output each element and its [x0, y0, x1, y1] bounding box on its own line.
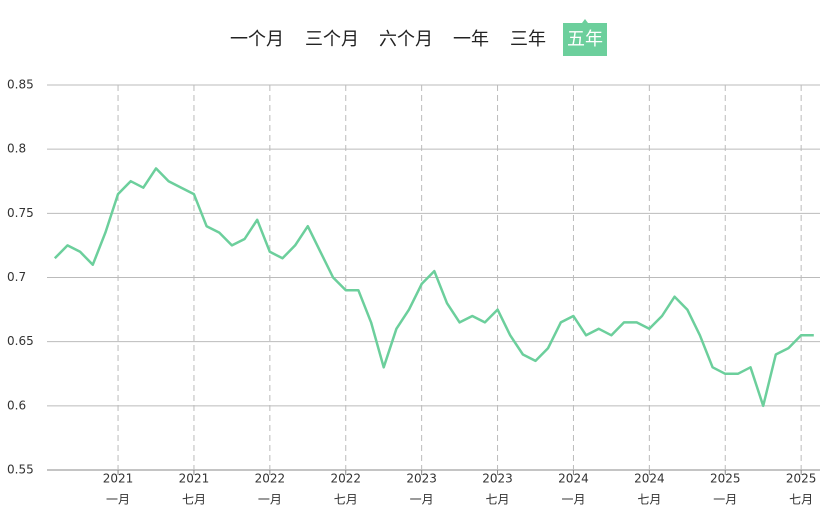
tab-pointer — [582, 19, 588, 23]
x-tick-label: 七月 — [334, 493, 358, 507]
range-tab[interactable]: 三个月 — [305, 29, 359, 50]
x-tick-label: 一月 — [561, 493, 585, 507]
x-tick-label: 七月 — [486, 493, 510, 507]
x-tick-label: 2025 — [786, 472, 817, 486]
x-tick-label: 2021 — [179, 472, 210, 486]
range-tab[interactable]: 一个月 — [230, 29, 284, 50]
x-tick-label: 一月 — [713, 493, 737, 507]
x-tick-label: 2022 — [255, 472, 286, 486]
x-tick-label: 一月 — [258, 493, 282, 507]
tab-highlight — [563, 23, 607, 56]
x-tick-label: 2022 — [330, 472, 361, 486]
x-tick-label: 2024 — [634, 472, 665, 486]
range-tab[interactable]: 六个月 — [379, 29, 433, 50]
y-tick-label: 0.75 — [7, 206, 34, 220]
x-tick-label: 七月 — [789, 493, 813, 507]
y-tick-label: 0.6 — [7, 398, 26, 412]
y-tick-label: 0.65 — [7, 334, 34, 348]
data-line — [53, 167, 814, 408]
range-tab[interactable]: 一年 — [453, 29, 489, 50]
y-tick-label: 0.8 — [7, 142, 26, 156]
x-tick-label: 一月 — [410, 493, 434, 507]
x-tick-label: 七月 — [637, 493, 661, 507]
y-tick-label: 0.7 — [7, 270, 26, 284]
x-tick-label: 2024 — [558, 472, 589, 486]
y-tick-label: 0.55 — [7, 463, 34, 477]
x-tick-label: 2021 — [103, 472, 134, 486]
x-tick-label: 2025 — [710, 472, 741, 486]
x-tick-label: 2023 — [482, 472, 513, 486]
range-tab[interactable]: 五年 — [567, 29, 603, 50]
x-tick-label: 七月 — [182, 493, 206, 507]
x-tick-label: 一月 — [106, 493, 130, 507]
x-tick-label: 2023 — [406, 472, 437, 486]
range-tab[interactable]: 三年 — [510, 29, 546, 50]
y-tick-label: 0.85 — [7, 78, 34, 92]
